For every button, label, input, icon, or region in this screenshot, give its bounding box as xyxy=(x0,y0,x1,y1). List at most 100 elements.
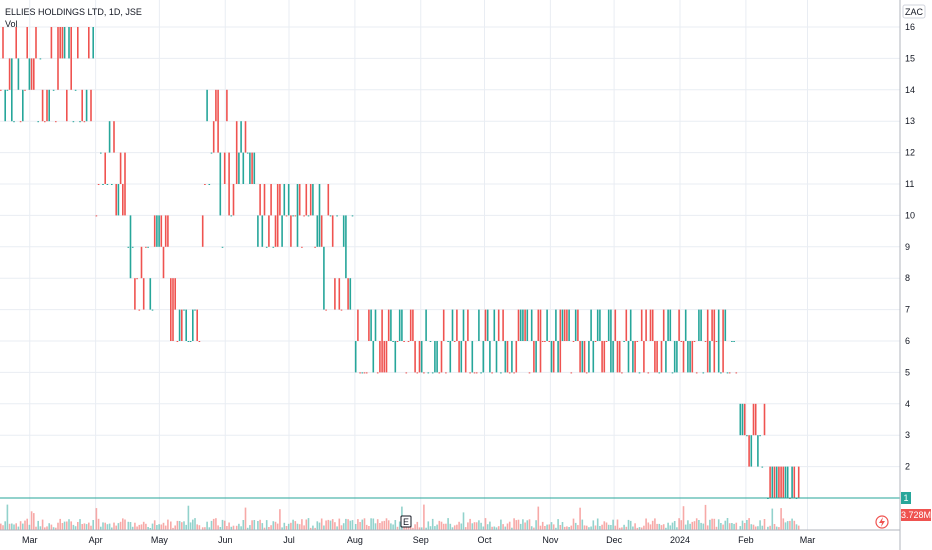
price-bar xyxy=(357,309,359,341)
volume-bar xyxy=(469,518,471,530)
volume-bar xyxy=(142,521,145,530)
lightning-icon xyxy=(879,517,885,527)
volume-bar xyxy=(662,524,665,530)
price-bar xyxy=(17,58,20,90)
x-tick-label: Mar xyxy=(22,535,38,545)
price-bar xyxy=(208,184,211,185)
volume-bar xyxy=(265,520,268,530)
y-tick-label: 16 xyxy=(905,22,915,32)
price-bar xyxy=(287,184,290,216)
volume-bar xyxy=(797,525,800,530)
volume-bar xyxy=(651,520,654,530)
volume-bar xyxy=(735,522,738,530)
y-tick-label: 10 xyxy=(905,210,915,220)
price-bar xyxy=(6,89,9,91)
volume-bar xyxy=(601,524,603,530)
price-bar xyxy=(100,152,102,154)
volume-bar xyxy=(127,521,130,530)
earnings-marker-label: E xyxy=(403,517,409,527)
volume-bar xyxy=(52,527,55,530)
x-tick-label: Apr xyxy=(89,535,103,545)
volume-bar xyxy=(185,524,187,530)
price-bar xyxy=(445,372,447,374)
price-bar xyxy=(387,309,390,341)
price-bar xyxy=(561,309,564,341)
price-bar xyxy=(185,309,187,341)
price-bar xyxy=(599,309,601,341)
x-tick-label: Mar xyxy=(800,535,816,545)
y-tick-label: 9 xyxy=(905,242,910,252)
price-bar xyxy=(127,246,130,248)
volume-bar xyxy=(22,523,24,530)
price-bar xyxy=(522,309,524,341)
price-bar xyxy=(473,372,476,374)
currency-badge[interactable] xyxy=(902,4,926,19)
volume-bar xyxy=(158,524,160,530)
price-bar xyxy=(145,246,147,248)
volume-bar xyxy=(226,526,228,530)
price-bar xyxy=(111,184,113,185)
price-bar xyxy=(392,341,394,342)
price-bar xyxy=(228,152,230,216)
volume-bar xyxy=(6,504,9,530)
price-bar xyxy=(425,309,427,341)
price-bar xyxy=(298,184,301,216)
volume-bar xyxy=(739,526,742,530)
y-tick-label: 12 xyxy=(905,148,915,158)
price-bar xyxy=(524,309,526,341)
earnings-marker-box[interactable] xyxy=(400,515,412,528)
price-bar xyxy=(35,27,37,59)
price-bar xyxy=(489,341,491,373)
price-bar xyxy=(396,341,399,342)
volume-bar xyxy=(13,524,15,530)
volume-bar xyxy=(423,504,425,530)
volume-bar xyxy=(603,521,606,530)
volume-bar xyxy=(513,518,515,530)
price-bar xyxy=(480,372,482,374)
price-bar xyxy=(265,246,268,248)
volume-bar xyxy=(147,527,149,530)
volume-bar xyxy=(314,527,316,530)
volume-bar xyxy=(607,524,610,530)
earnings-marker[interactable]: E xyxy=(400,515,412,528)
volume-bar xyxy=(763,519,766,530)
volume-bar xyxy=(544,526,546,530)
volume-bar xyxy=(409,526,412,530)
price-bar xyxy=(363,372,366,374)
volume-bar xyxy=(511,527,513,530)
price-bar xyxy=(658,372,661,374)
price-bar xyxy=(572,341,575,342)
volume-bar xyxy=(57,522,59,530)
price-bar xyxy=(226,89,228,122)
volume-bar xyxy=(660,525,663,530)
price-bar xyxy=(555,309,557,341)
price-bar xyxy=(390,309,392,341)
price-bar xyxy=(775,466,778,498)
volume-bar xyxy=(480,522,482,530)
volume-bar xyxy=(585,525,588,530)
volume-bar xyxy=(588,527,590,530)
price-bar xyxy=(22,89,24,122)
price-bar xyxy=(669,309,672,341)
volume-bar xyxy=(629,520,632,530)
flash-marker[interactable] xyxy=(875,515,889,529)
volume-bar xyxy=(292,519,294,530)
volume-bar xyxy=(500,519,502,530)
volume-bar xyxy=(720,523,722,530)
volume-bar xyxy=(119,521,122,530)
volume-bar xyxy=(791,518,793,530)
price-bar xyxy=(210,152,213,154)
price-bar xyxy=(638,372,641,374)
price-bar xyxy=(614,309,617,341)
price-bar xyxy=(359,372,361,374)
volume-bar xyxy=(232,525,235,530)
price-bar xyxy=(761,466,764,468)
volume-bar xyxy=(634,523,636,530)
price-bar xyxy=(376,372,379,374)
price-bar xyxy=(784,466,787,498)
x-tick-label: Feb xyxy=(738,535,754,545)
price-bar xyxy=(11,58,13,122)
price-bar xyxy=(757,435,759,467)
volume-bar xyxy=(390,523,392,530)
